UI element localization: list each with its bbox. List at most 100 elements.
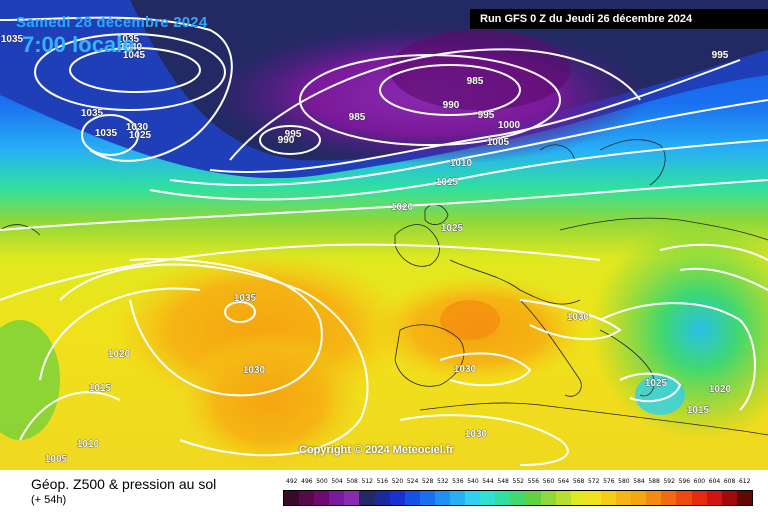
east-green-zone xyxy=(590,220,768,440)
scale-tick-label: 568 xyxy=(572,478,585,485)
scale-tick-label: 576 xyxy=(603,478,615,485)
isobar-label: 985 xyxy=(349,112,366,123)
isobar-label: 995 xyxy=(285,129,302,140)
scale-swatch xyxy=(465,491,481,505)
scale-tick-label: 504 xyxy=(331,478,343,485)
scale-swatch xyxy=(646,491,662,505)
isobar-label: 1045 xyxy=(123,50,146,61)
forecast-date: Samedi 28 décembre 2024 xyxy=(16,14,208,31)
isobar-label: 1040 xyxy=(120,42,143,53)
isobar-label: 995 xyxy=(712,50,729,61)
isobar-label: 1030 xyxy=(454,364,477,375)
isobar-label: 1030 xyxy=(567,312,590,323)
isobar-label: 1005 xyxy=(45,454,68,465)
isobar-label: 1020 xyxy=(709,384,732,395)
scale-tick-label: 532 xyxy=(437,478,449,485)
geopotential-field: 1035 103510401045103510351030102598599098… xyxy=(0,0,768,470)
scale-swatch xyxy=(434,491,451,505)
isobar-labels: 1035 103510401045103510351030102598599098… xyxy=(1,34,732,466)
scale-tick-label: 536 xyxy=(452,478,464,485)
isobar-lines xyxy=(0,16,768,466)
scale-swatch xyxy=(314,491,330,505)
scale-tick-label: 596 xyxy=(678,478,691,485)
scale-tick-label: 516 xyxy=(376,478,389,485)
scale-tick-label: 492 xyxy=(286,478,298,485)
isobar-label: 1015 xyxy=(436,177,459,188)
isobar-label: 985 xyxy=(467,76,484,87)
scale-swatch xyxy=(676,491,692,505)
scale-tick-label: 600 xyxy=(693,478,706,485)
scale-swatch xyxy=(600,491,617,505)
scale-swatch xyxy=(329,491,345,505)
scale-swatch xyxy=(570,491,586,505)
scale-tick-label: 592 xyxy=(663,478,675,485)
scale-tick-label: 528 xyxy=(421,478,434,485)
scale-swatch xyxy=(344,491,360,505)
copyright-text: Copyright © 2024 Meteociel.fr xyxy=(299,444,454,456)
scale-tick-label: 564 xyxy=(557,478,570,485)
scale-swatch xyxy=(450,491,466,505)
scale-swatch xyxy=(510,491,526,505)
isobar-label: 1015 xyxy=(89,383,112,394)
scale-tick-label: 572 xyxy=(587,478,600,485)
isobar-label: 1025 xyxy=(441,223,464,234)
scale-swatch xyxy=(374,491,390,505)
scale-tick-label: 584 xyxy=(633,478,645,485)
scale-swatch xyxy=(691,491,707,505)
isobar-label: 1020 xyxy=(108,349,131,360)
scale-tick-label: 540 xyxy=(467,478,479,485)
isobar-label: 1015 xyxy=(687,405,710,416)
scale-swatch xyxy=(389,491,405,505)
scale-swatch xyxy=(359,491,375,505)
color-scale-ticks: 492 496 500 504 508 512 516 520 524 528 532 536 540 5… xyxy=(283,478,753,488)
scale-tick-label: 548 xyxy=(497,478,509,485)
isobar-label: 1035 xyxy=(117,34,140,45)
scale-swatch xyxy=(284,491,300,505)
scale-tick-label: 500 xyxy=(316,478,328,485)
isobar-label: 1035 xyxy=(81,108,104,119)
isobar-label: 1035 xyxy=(234,293,257,304)
scale-tick-label: 524 xyxy=(406,478,419,485)
scale-tick-label: 552 xyxy=(512,478,524,485)
scale-swatch xyxy=(540,491,556,505)
scale-tick-label: 580 xyxy=(618,478,630,485)
scale-tick-label: 556 xyxy=(527,478,540,485)
scale-swatch xyxy=(419,491,435,505)
scale-swatch xyxy=(736,491,752,505)
scale-swatch xyxy=(585,491,601,505)
scale-tick-label: 588 xyxy=(648,478,660,485)
isobar-label: 1025 xyxy=(129,130,152,141)
scale-swatch xyxy=(525,491,541,505)
isobar-label: 1030 xyxy=(126,122,149,133)
scale-tick-label: 544 xyxy=(482,478,494,485)
scale-tick-label: 520 xyxy=(391,478,404,485)
isobar-label: 1010 xyxy=(77,439,100,450)
scale-swatch xyxy=(706,491,722,505)
scale-swatch xyxy=(616,491,632,505)
scale-swatch xyxy=(495,491,511,505)
forecast-time: 7:00 locale xyxy=(22,32,135,57)
scale-swatch xyxy=(299,491,315,505)
isobar-label: 990 xyxy=(443,100,460,111)
color-scale-bar xyxy=(283,490,753,506)
isobar-label: 1035 xyxy=(95,128,118,139)
forecast-offset: (+ 54h) xyxy=(31,494,67,506)
isobar-label: 1005 xyxy=(487,137,510,148)
scale-tick-label: 604 xyxy=(708,478,721,485)
scale-swatch xyxy=(661,491,677,505)
isobar-label: 995 xyxy=(478,110,495,121)
scale-tick-label: 508 xyxy=(346,478,358,485)
isobar-label: 990 xyxy=(278,135,295,146)
scale-swatch xyxy=(555,491,571,505)
scale-swatch xyxy=(404,491,420,505)
isobar-label: 1035 xyxy=(1,34,24,45)
scale-swatch xyxy=(480,491,496,505)
isobar-label: 1010 xyxy=(450,158,473,169)
map-title: Géop. Z500 & pression au sol xyxy=(31,476,217,492)
isobar-label: 1030 xyxy=(465,429,488,440)
scale-tick-label: 496 xyxy=(301,478,313,485)
weather-map: 1035 1035 1040 1045 1035 1035 1030 1025 985 990 98… xyxy=(0,0,768,470)
isobar-label: 1020 xyxy=(391,202,414,213)
scale-swatch xyxy=(721,491,737,505)
scale-tick-label: 612 xyxy=(738,478,751,485)
